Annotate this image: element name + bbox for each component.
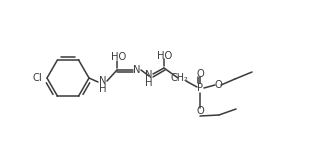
Text: H: H xyxy=(99,84,107,94)
Text: O: O xyxy=(214,80,222,90)
Text: N: N xyxy=(133,65,141,75)
Text: Cl: Cl xyxy=(32,73,42,83)
Text: H: H xyxy=(145,78,153,88)
Text: HO: HO xyxy=(157,51,173,61)
Text: O: O xyxy=(196,69,204,79)
Text: O: O xyxy=(196,106,204,116)
Text: P: P xyxy=(197,83,203,93)
Text: N: N xyxy=(145,70,153,80)
Text: N: N xyxy=(99,76,107,86)
Text: HO: HO xyxy=(111,52,126,62)
Text: CH₂: CH₂ xyxy=(170,73,188,83)
